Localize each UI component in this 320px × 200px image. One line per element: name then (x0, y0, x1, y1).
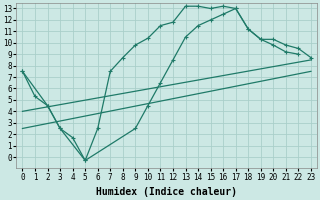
X-axis label: Humidex (Indice chaleur): Humidex (Indice chaleur) (96, 187, 237, 197)
